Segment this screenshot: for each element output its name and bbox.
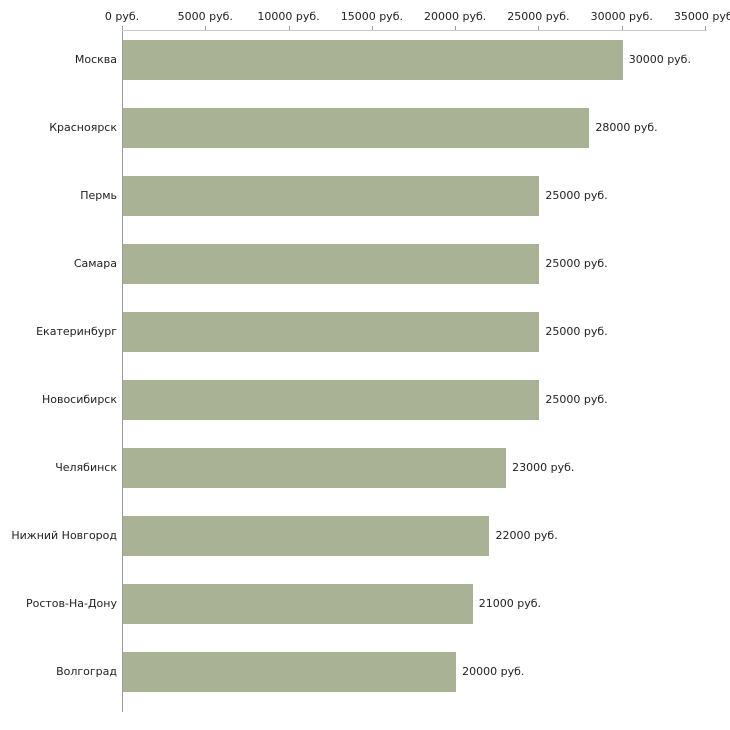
value-label: 25000 руб.: [545, 189, 608, 202]
category-label: Самара: [73, 257, 117, 270]
bar: [123, 312, 540, 352]
x-axis-tick: [288, 26, 290, 30]
x-axis-tick-label: 15000 руб.: [340, 10, 403, 23]
category-label: Красноярск: [49, 121, 117, 134]
category-label: Пермь: [80, 189, 117, 202]
x-axis-tick-label: 30000 руб.: [590, 10, 653, 23]
x-axis-tick-label: 5000 руб.: [177, 10, 233, 23]
value-label: 23000 руб.: [512, 461, 575, 474]
category-label: Челябинск: [55, 461, 117, 474]
category-label: Ростов-На-Дону: [25, 597, 117, 610]
category-label: Екатеринбург: [36, 325, 117, 338]
value-label: 21000 руб.: [478, 597, 542, 610]
bar: [123, 108, 590, 148]
bar: [123, 40, 623, 80]
bar: [123, 516, 490, 556]
x-axis-tick-label: 25000 руб.: [507, 10, 570, 23]
value-label: 30000 руб.: [628, 53, 691, 66]
category-label: Волгоград: [56, 665, 117, 678]
value-label: 25000 руб.: [545, 257, 608, 270]
x-axis-tick-label: 20000 руб.: [424, 10, 487, 23]
bar: [123, 176, 540, 216]
x-axis-tick: [122, 26, 123, 30]
bar: [123, 380, 540, 420]
value-label: 22000 руб.: [495, 529, 558, 542]
category-label: Нижний Новгород: [11, 529, 117, 542]
value-label: 25000 руб.: [545, 325, 608, 338]
x-axis-tick-label: 10000 руб.: [257, 10, 320, 23]
bar: [123, 244, 540, 284]
value-label: 28000 руб.: [595, 121, 658, 134]
y-axis-line: [122, 30, 123, 712]
x-axis-tick: [538, 26, 540, 30]
category-label: Москва: [74, 53, 117, 66]
value-label: 20000 руб.: [462, 665, 525, 678]
x-axis-tick-label: 0 руб.: [104, 10, 140, 23]
category-label: Новосибирск: [41, 393, 117, 406]
x-axis-tick: [705, 26, 706, 30]
x-axis-tick: [371, 26, 373, 30]
x-axis-tick: [205, 26, 207, 30]
x-axis-tick-label: 35000 руб.: [673, 10, 730, 23]
value-label: 25000 руб.: [545, 393, 608, 406]
x-axis-tick: [455, 26, 457, 30]
bar: [123, 584, 473, 624]
x-axis-tick: [621, 26, 623, 30]
bar: [123, 448, 507, 488]
bar: [123, 652, 457, 692]
x-axis-line: [122, 30, 707, 31]
